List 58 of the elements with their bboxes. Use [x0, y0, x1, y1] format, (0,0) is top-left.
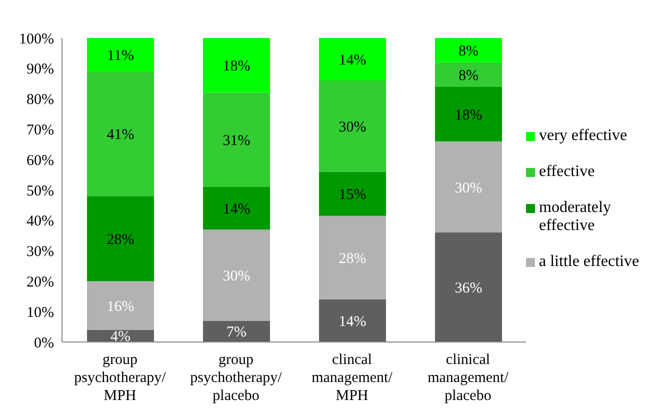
data-label: 30% — [338, 119, 366, 136]
legend-label: moderately effective — [539, 199, 612, 235]
bar — [319, 299, 386, 342]
bar — [203, 92, 270, 187]
bar — [319, 80, 386, 172]
y-tick-label: 10% — [26, 304, 54, 321]
data-label: 14% — [338, 314, 366, 330]
bar — [435, 62, 502, 87]
legend-label: effective — [539, 163, 595, 181]
data-label: 18% — [222, 58, 250, 75]
bar — [435, 232, 502, 342]
data-label: 8% — [458, 68, 478, 84]
data-label: 18% — [454, 107, 482, 124]
bar — [87, 38, 154, 72]
bar — [87, 71, 154, 196]
x-tick-label: group psychotherapy/ placebo — [190, 352, 283, 404]
bar — [203, 186, 270, 230]
bar — [319, 172, 386, 216]
data-label: 14% — [338, 52, 366, 69]
data-label: 28% — [106, 232, 134, 248]
bar — [203, 38, 270, 93]
data-label: 15% — [338, 187, 366, 204]
data-label: 31% — [222, 133, 250, 150]
x-tick-label: clinical management/ placebo — [428, 352, 510, 404]
data-label: 4% — [110, 329, 130, 346]
data-label: 28% — [338, 250, 366, 267]
y-tick-label: 60% — [26, 152, 54, 169]
bar — [87, 196, 154, 282]
data-label: 41% — [106, 127, 134, 144]
y-tick-label: 40% — [26, 214, 54, 230]
data-label: 11% — [107, 48, 134, 64]
y-tick-label: 70% — [26, 122, 54, 139]
legend-label: a little effective — [539, 253, 640, 271]
data-label: 30% — [222, 268, 250, 284]
y-tick-label: 0% — [34, 335, 54, 352]
data-label: 7% — [226, 324, 246, 341]
bar — [435, 86, 502, 142]
bar — [203, 230, 270, 321]
data-label: 36% — [454, 280, 482, 297]
data-label: 8% — [458, 43, 478, 60]
y-tick-label: 100% — [19, 31, 54, 48]
bar — [435, 141, 502, 233]
bar — [319, 38, 386, 81]
data-label: 16% — [106, 298, 134, 315]
bar — [87, 281, 154, 330]
x-tick-label: group psychotherapy/ MPH — [74, 352, 167, 404]
bar — [435, 38, 502, 62]
legend-label: very effective — [539, 127, 628, 145]
bar — [203, 320, 270, 342]
y-tick-label: 50% — [26, 183, 54, 200]
data-label: 14% — [222, 202, 250, 218]
y-tick-label: 80% — [26, 92, 54, 108]
y-tick-label: 30% — [26, 244, 54, 260]
x-tick-label: clincal management/ MPH — [312, 352, 394, 404]
y-tick-label: 90% — [26, 62, 54, 78]
bar — [319, 216, 386, 300]
y-tick-label: 20% — [26, 274, 54, 291]
data-label: 30% — [454, 180, 482, 196]
